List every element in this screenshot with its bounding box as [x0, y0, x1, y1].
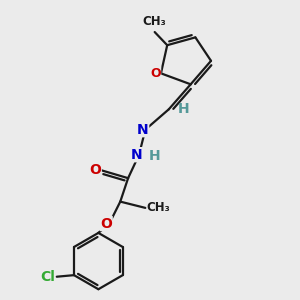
Text: N: N: [137, 123, 148, 137]
Text: Cl: Cl: [40, 270, 55, 284]
Text: H: H: [178, 102, 190, 116]
Text: CH₃: CH₃: [143, 15, 166, 28]
Text: O: O: [150, 67, 160, 80]
Text: CH₃: CH₃: [147, 201, 171, 214]
Text: N: N: [131, 148, 142, 162]
Text: O: O: [100, 217, 112, 230]
Text: H: H: [149, 149, 161, 163]
Text: O: O: [89, 163, 101, 177]
